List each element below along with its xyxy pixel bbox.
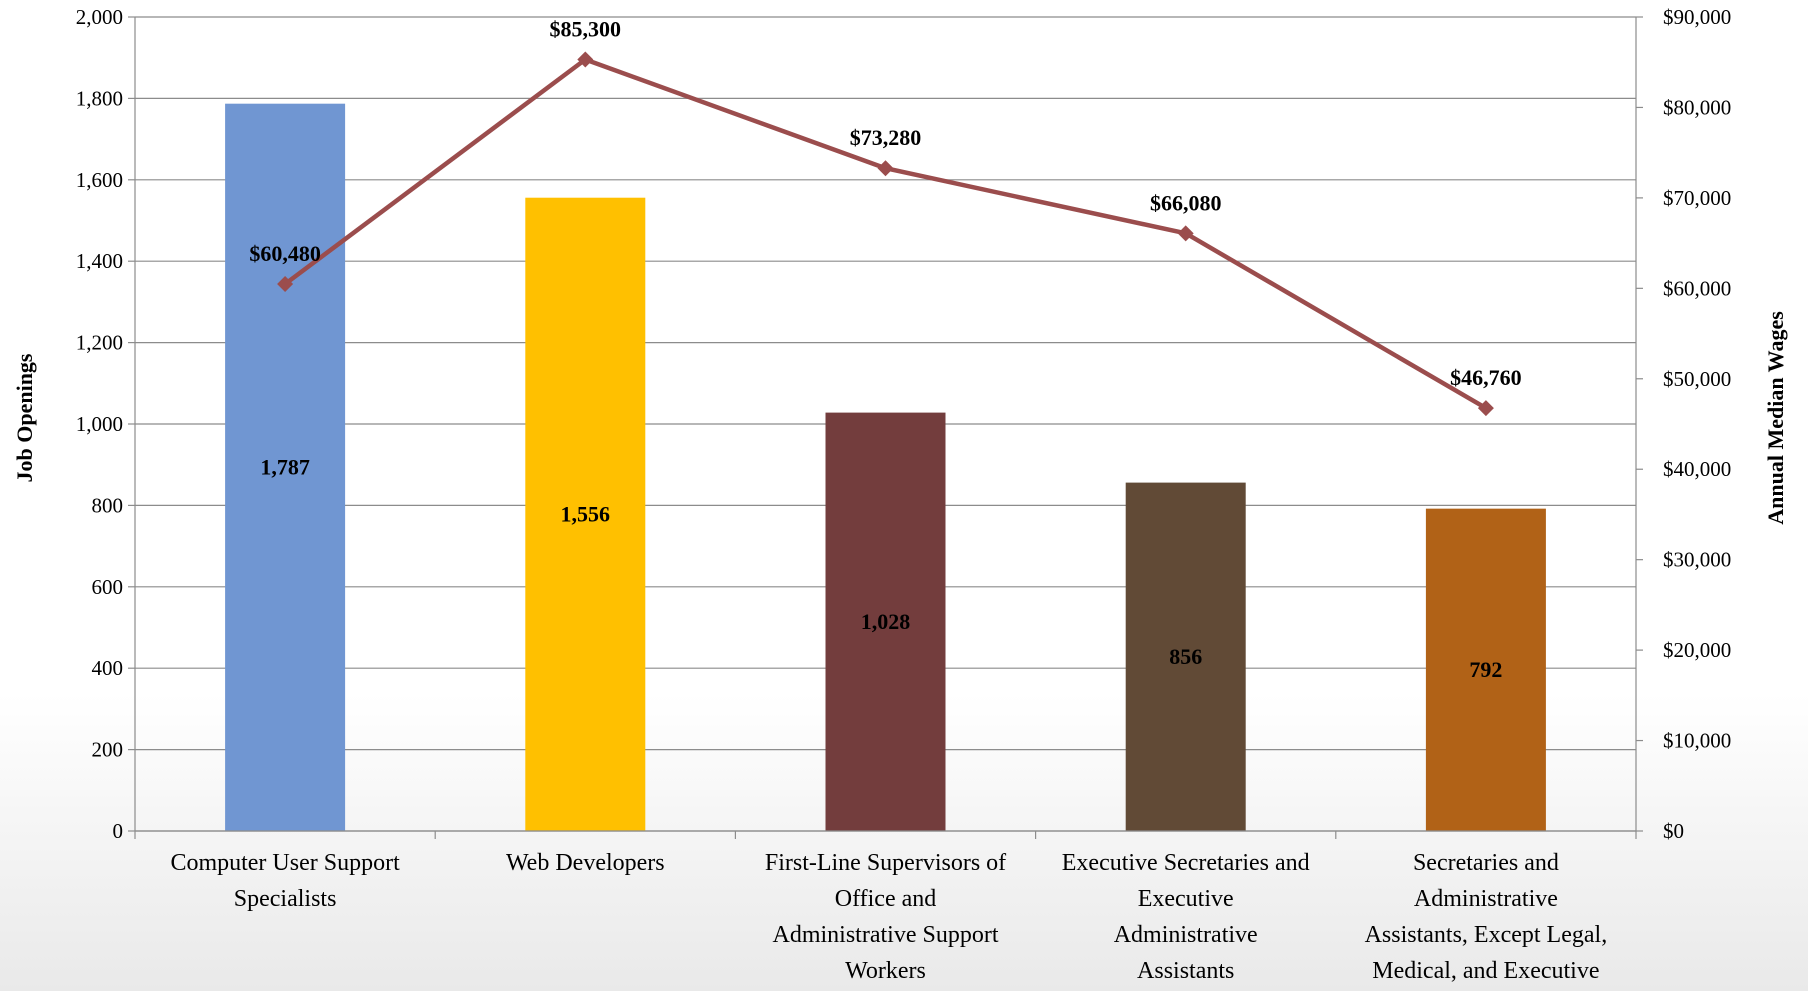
wage-line bbox=[283, 57, 1488, 411]
wage-marker bbox=[877, 160, 894, 177]
y2-tick-label: $80,000 bbox=[1663, 95, 1731, 119]
bar-series bbox=[225, 103, 1546, 832]
y-tick-label: 1,200 bbox=[76, 331, 123, 355]
y2-tick-label: $10,000 bbox=[1663, 729, 1731, 753]
y-tick-label: 1,600 bbox=[76, 168, 123, 192]
wage-marker bbox=[577, 51, 594, 68]
y-tick-label: 1,400 bbox=[76, 249, 123, 273]
line-series bbox=[277, 51, 1494, 417]
bar bbox=[1125, 482, 1246, 831]
x-category-label: Executive Secretaries and Executive Admini… bbox=[1062, 850, 1310, 984]
y2-axis-title: Annual Median Wages bbox=[1763, 311, 1788, 525]
bar-value-label: 1,787 bbox=[260, 454, 310, 479]
y2-tick-label: $60,000 bbox=[1663, 276, 1731, 300]
bar-value-label: 1,556 bbox=[561, 501, 611, 526]
y2-tick-label: $20,000 bbox=[1663, 638, 1731, 662]
y-tick-label: 200 bbox=[92, 738, 124, 762]
y2-tick-label: $30,000 bbox=[1663, 548, 1731, 572]
wage-value-label: $60,480 bbox=[249, 241, 321, 266]
wage-value-label: $66,080 bbox=[1150, 190, 1222, 215]
y2-tick-label: $90,000 bbox=[1663, 5, 1731, 29]
bar bbox=[825, 412, 946, 831]
y-axis-title: Job Openings bbox=[12, 353, 37, 482]
bar bbox=[225, 103, 346, 832]
wage-value-label: $73,280 bbox=[850, 125, 922, 150]
x-category-label: First-Line Supervisors of Office and Admin… bbox=[765, 850, 1006, 984]
y-tick-label: 0 bbox=[113, 819, 124, 843]
y-tick-label: 2,000 bbox=[76, 5, 123, 29]
bar bbox=[1425, 508, 1546, 831]
x-category-label: Web Developers bbox=[506, 850, 665, 876]
bar-value-label: 856 bbox=[1169, 644, 1202, 669]
wage-marker bbox=[1177, 225, 1194, 242]
bar bbox=[525, 197, 646, 831]
y-tick-label: 800 bbox=[92, 493, 124, 517]
x-category-label: Secretaries and Administrative Assistants,… bbox=[1365, 850, 1608, 984]
y2-tick-label: $0 bbox=[1663, 819, 1684, 843]
bar-value-label: 1,028 bbox=[861, 609, 911, 634]
y2-tick-label: $40,000 bbox=[1663, 457, 1731, 481]
y2-tick-label: $70,000 bbox=[1663, 186, 1731, 210]
y-tick-label: 400 bbox=[92, 656, 124, 680]
wage-value-label: $85,300 bbox=[550, 17, 622, 42]
x-category-label: Computer User Support Specialists bbox=[170, 850, 400, 912]
y-tick-label: 600 bbox=[92, 575, 124, 599]
axes: 0 200 400 600 800 1,000 1,200 1,400 1,600 1,800 2,… bbox=[76, 5, 1732, 984]
y2-tick-label: $50,000 bbox=[1663, 367, 1731, 391]
bar-value-label: 792 bbox=[1469, 657, 1502, 682]
wage-marker bbox=[277, 275, 294, 292]
wage-value-label: $46,760 bbox=[1450, 365, 1522, 390]
wage-marker bbox=[1477, 400, 1494, 417]
data-labels: 1,787 1,556 1,028 856 792 $60,480 $85,300 $73,2… bbox=[249, 17, 1521, 682]
y-tick-label: 1,000 bbox=[76, 412, 123, 436]
y-tick-label: 1,800 bbox=[76, 86, 123, 110]
